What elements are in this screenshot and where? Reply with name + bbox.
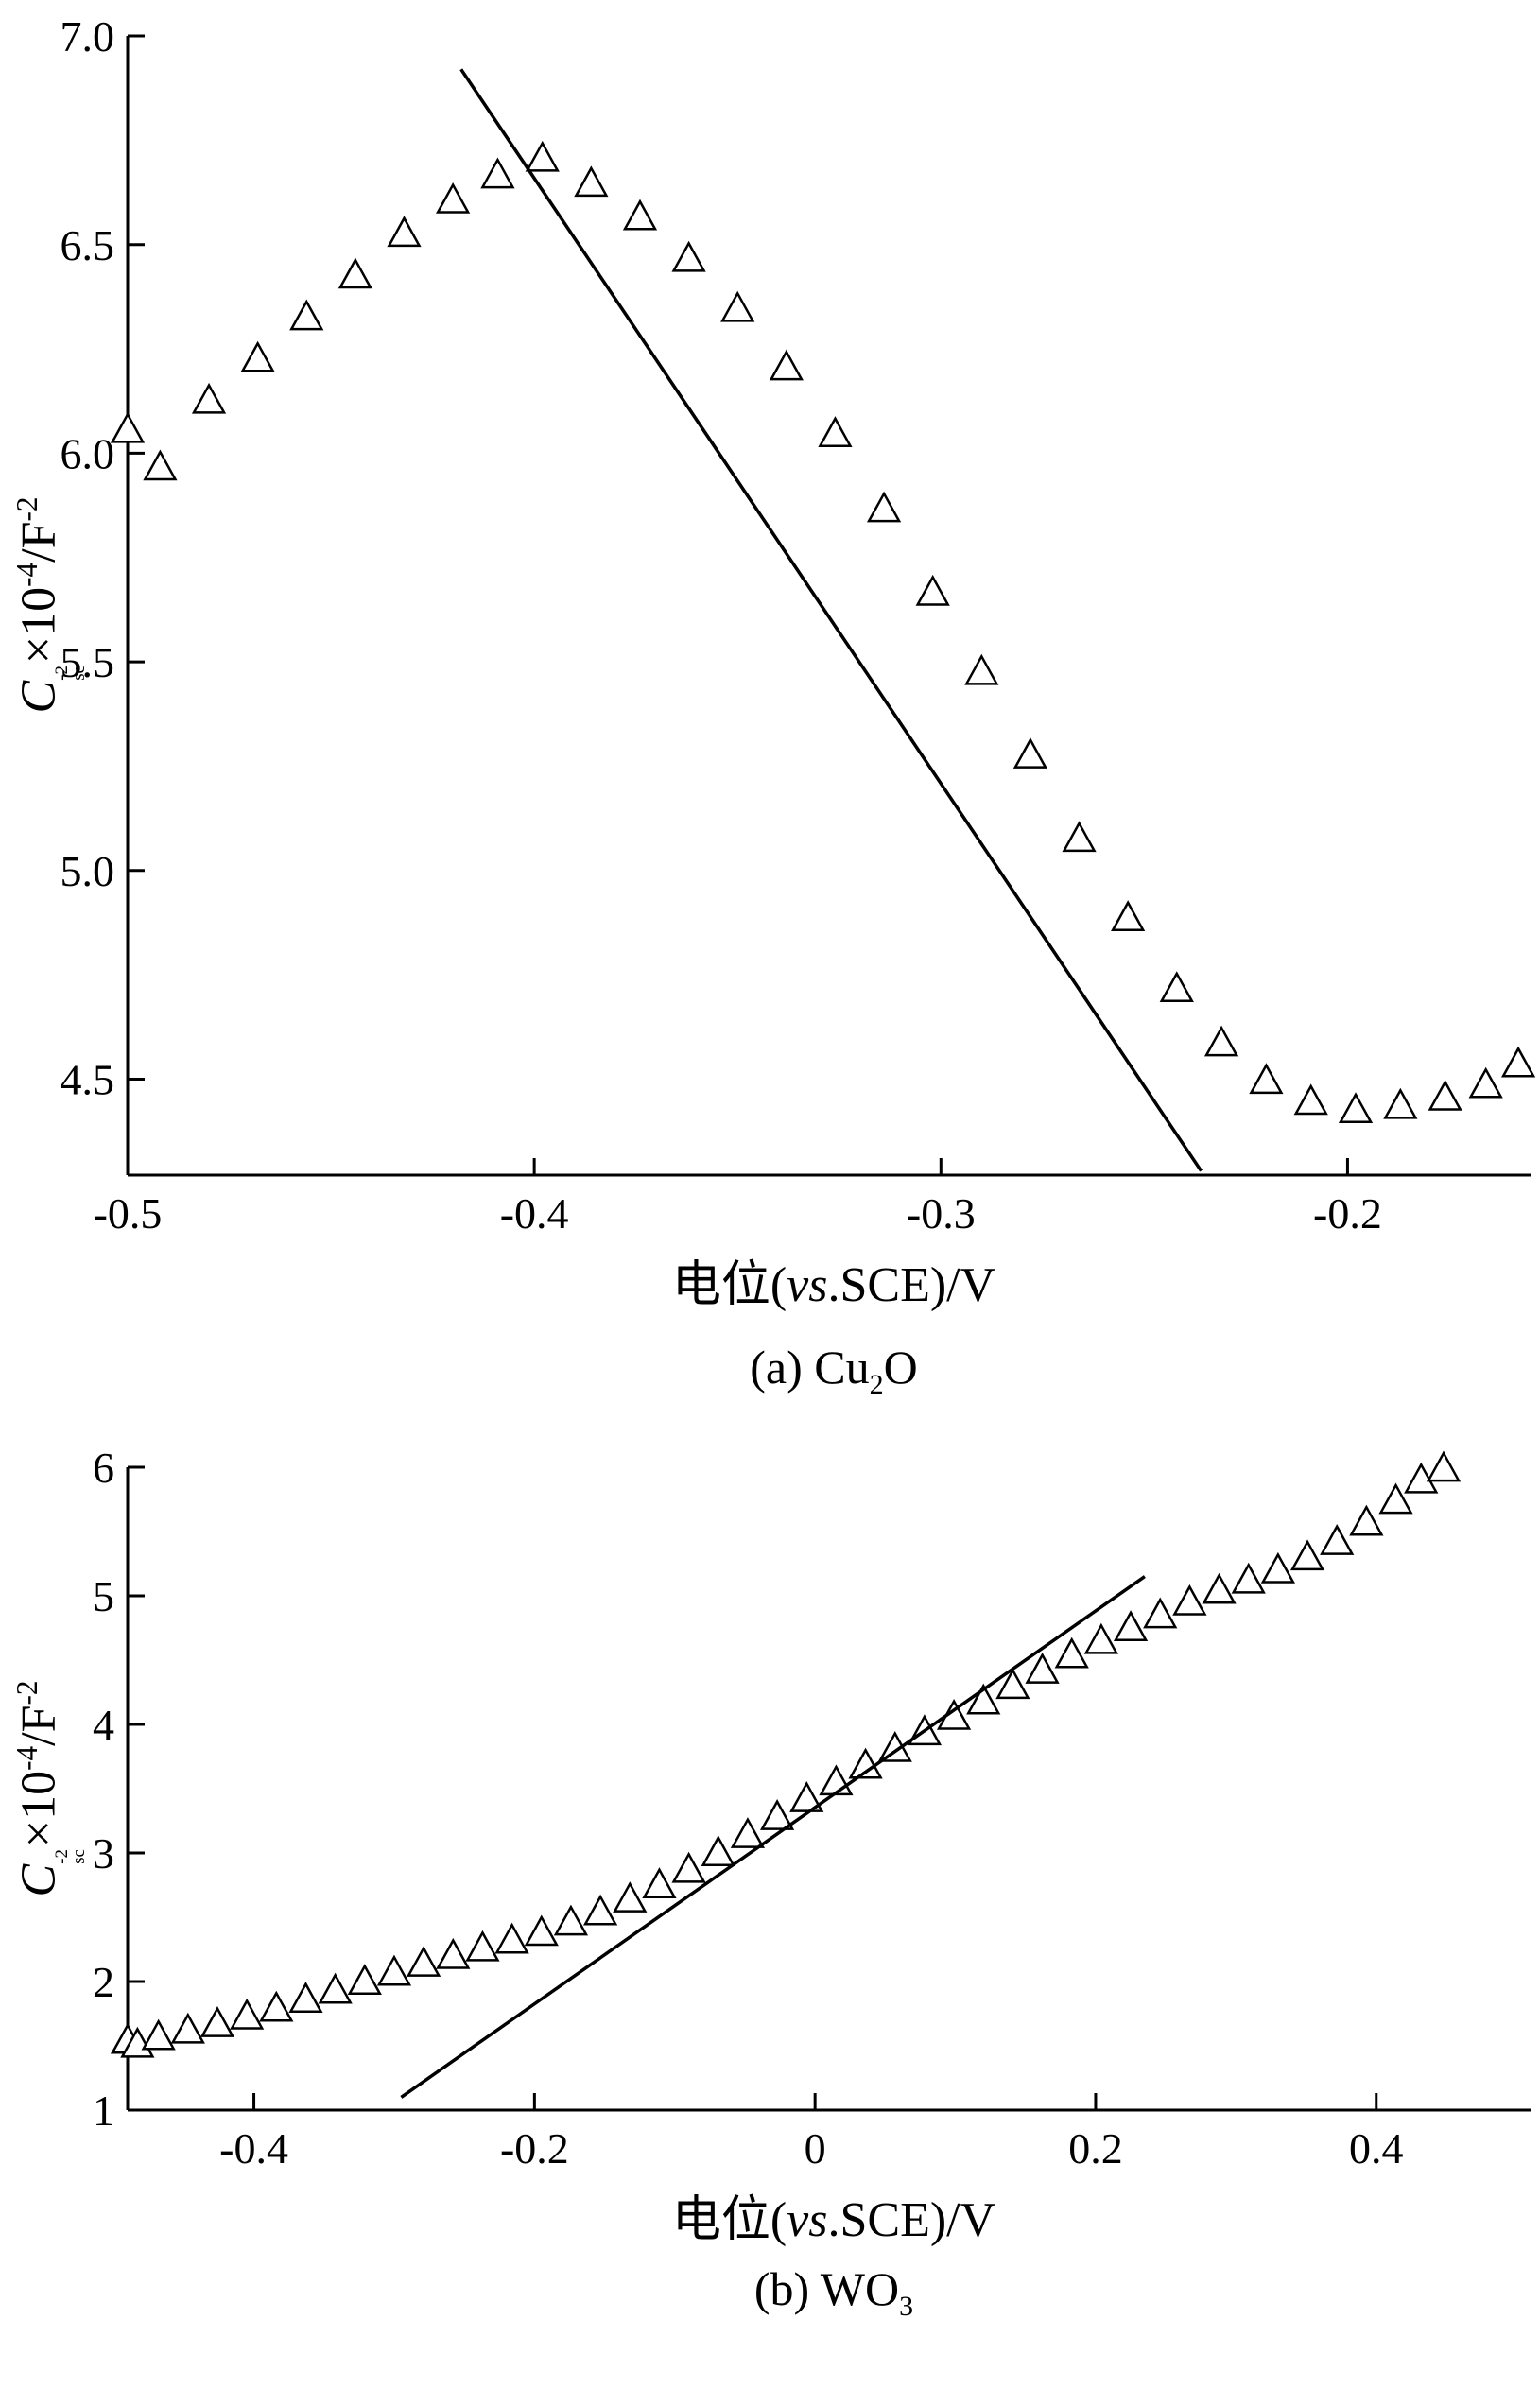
figure-b-wo3: -0.4 -0.2 0 0.2 0.4 1 2 3 4 5 6 C -2 sc ×10-4/F-2 电位(… (0, 1448, 1540, 2322)
svg-text:0.2: 0.2 (1068, 2124, 1123, 2173)
y-axis-label-a: C -2 sc ×10-4/F-2 (10, 496, 90, 714)
svg-text:-0.4: -0.4 (219, 2124, 288, 2173)
mott-schottky-figure-page: -0.5 -0.4 -0.3 -0.2 4.5 5.0 5.5 6.0 6.5 7.0 C -2 sc… (0, 8, 1540, 2322)
mott-schottky-chart-wo3: -0.4 -0.2 0 0.2 0.4 1 2 3 4 5 6 (93, 1448, 1531, 2173)
svg-text:-0.4: -0.4 (500, 1189, 569, 1238)
svg-text:-0.3: -0.3 (907, 1189, 976, 1238)
sub-sup-stack: -2 sc (52, 1849, 90, 1864)
svg-text:0.4: 0.4 (1349, 2124, 1404, 2173)
svg-text:3: 3 (93, 1829, 114, 1878)
svg-text:6: 6 (93, 1448, 114, 1492)
svg-text:6.0: 6.0 (61, 429, 115, 477)
svg-text:1: 1 (93, 2086, 114, 2135)
svg-text:-0.5: -0.5 (94, 1189, 163, 1238)
svg-text:4: 4 (93, 1701, 114, 1749)
capacitance-symbol: C (11, 1863, 66, 1897)
svg-text:2: 2 (93, 1958, 114, 2006)
x-axis-label-b: 电位(vs.SCE)/V (671, 2193, 996, 2247)
plot-area-a: -0.5 -0.4 -0.3 -0.2 4.5 5.0 5.5 6.0 6.5 7.0 C -2 sc… (0, 8, 1540, 1246)
svg-text:-0.2: -0.2 (1313, 1189, 1382, 1238)
caption-a: (a) Cu2O (750, 1341, 918, 1400)
capacitance-symbol: C (11, 680, 66, 714)
svg-text:-0.2: -0.2 (500, 2124, 569, 2173)
caption-b: (b) WO3 (753, 2262, 914, 2322)
mott-schottky-chart-cu2o: -0.5 -0.4 -0.3 -0.2 4.5 5.0 5.5 6.0 6.5 7.0 (61, 12, 1536, 1238)
x-axis-label-a: 电位(vs.SCE)/V (671, 1258, 996, 1312)
svg-text:7.0: 7.0 (61, 12, 115, 61)
svg-text:5: 5 (93, 1572, 114, 1620)
sub-sup-stack: -2 sc (52, 666, 90, 681)
svg-text:5.5: 5.5 (61, 638, 115, 686)
svg-text:0: 0 (805, 2124, 826, 2173)
svg-text:4.5: 4.5 (61, 1056, 115, 1104)
plot-area-b: -0.4 -0.2 0 0.2 0.4 1 2 3 4 5 6 C -2 sc ×10-4/F-2 (0, 1448, 1540, 2181)
svg-text:5.0: 5.0 (61, 847, 115, 895)
figure-a-cu2o: -0.5 -0.4 -0.3 -0.2 4.5 5.0 5.5 6.0 6.5 7.0 C -2 sc… (0, 8, 1540, 1409)
y-axis-label-b: C -2 sc ×10-4/F-2 (10, 1680, 90, 1897)
svg-text:6.5: 6.5 (61, 221, 115, 269)
